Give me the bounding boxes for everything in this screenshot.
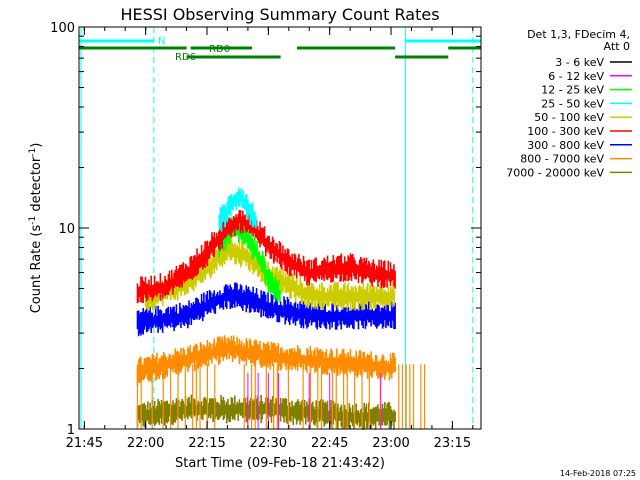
legend-header-line-2: Att 0 — [604, 40, 630, 53]
legend-entry-label: 300 - 800 keV — [527, 139, 604, 152]
y-axis-label: Count Rate (s-1 detector-1) — [28, 143, 44, 314]
flag-label-n: N — [158, 36, 165, 47]
y-tick-label: 1 — [67, 423, 75, 438]
series-6 — [136, 282, 396, 337]
legend-entry-label: 12 - 25 keV — [541, 84, 604, 97]
legend-entry-label: 50 - 100 keV — [534, 111, 604, 124]
chart-title: HESSI Observing Summary Count Rates — [120, 5, 439, 24]
legend-entry-label: 25 - 50 keV — [541, 97, 604, 110]
legend-entry-label: 800 - 7000 keV — [520, 153, 604, 166]
x-axis-label: Start Time (09-Feb-18 21:43:42) — [175, 456, 385, 471]
flag-label-rd6: RD6 — [175, 52, 196, 63]
footer-timestamp: 14-Feb-2018 07:25 — [560, 469, 636, 478]
series-3 — [218, 187, 257, 232]
flag-label-rd0: RD0 — [209, 44, 230, 55]
y-tick-label: 10 — [58, 222, 75, 237]
x-tick-label: 22:00 — [127, 436, 164, 451]
x-tick-label: 21:45 — [66, 436, 103, 451]
x-tick-label: 23:00 — [372, 436, 409, 451]
x-tick-label: 23:15 — [434, 436, 471, 451]
legend-entry-label: 100 - 300 keV — [527, 125, 604, 138]
legend-entry-label: 7000 - 20000 keV — [506, 166, 604, 179]
y-axis: 1 10 100 — [50, 21, 481, 438]
series-5 — [136, 209, 396, 304]
x-tick-label: 22:15 — [188, 436, 225, 451]
series-magenta-spikes — [247, 372, 382, 429]
series-4 — [144, 235, 395, 311]
x-axis: 21:45 22:00 22:15 22:30 22:45 23:00 23:15 — [66, 27, 474, 451]
x-tick-label: 22:30 — [250, 436, 287, 451]
legend-entry-label: 3 - 6 keV — [555, 56, 604, 69]
y-tick-label: 100 — [50, 21, 75, 36]
legend-entry-label: 6 - 12 keV — [548, 70, 604, 83]
x-tick-label: 22:45 — [311, 436, 348, 451]
legend-header-line-1: Det 1,3, FDecim 4, — [527, 28, 630, 41]
